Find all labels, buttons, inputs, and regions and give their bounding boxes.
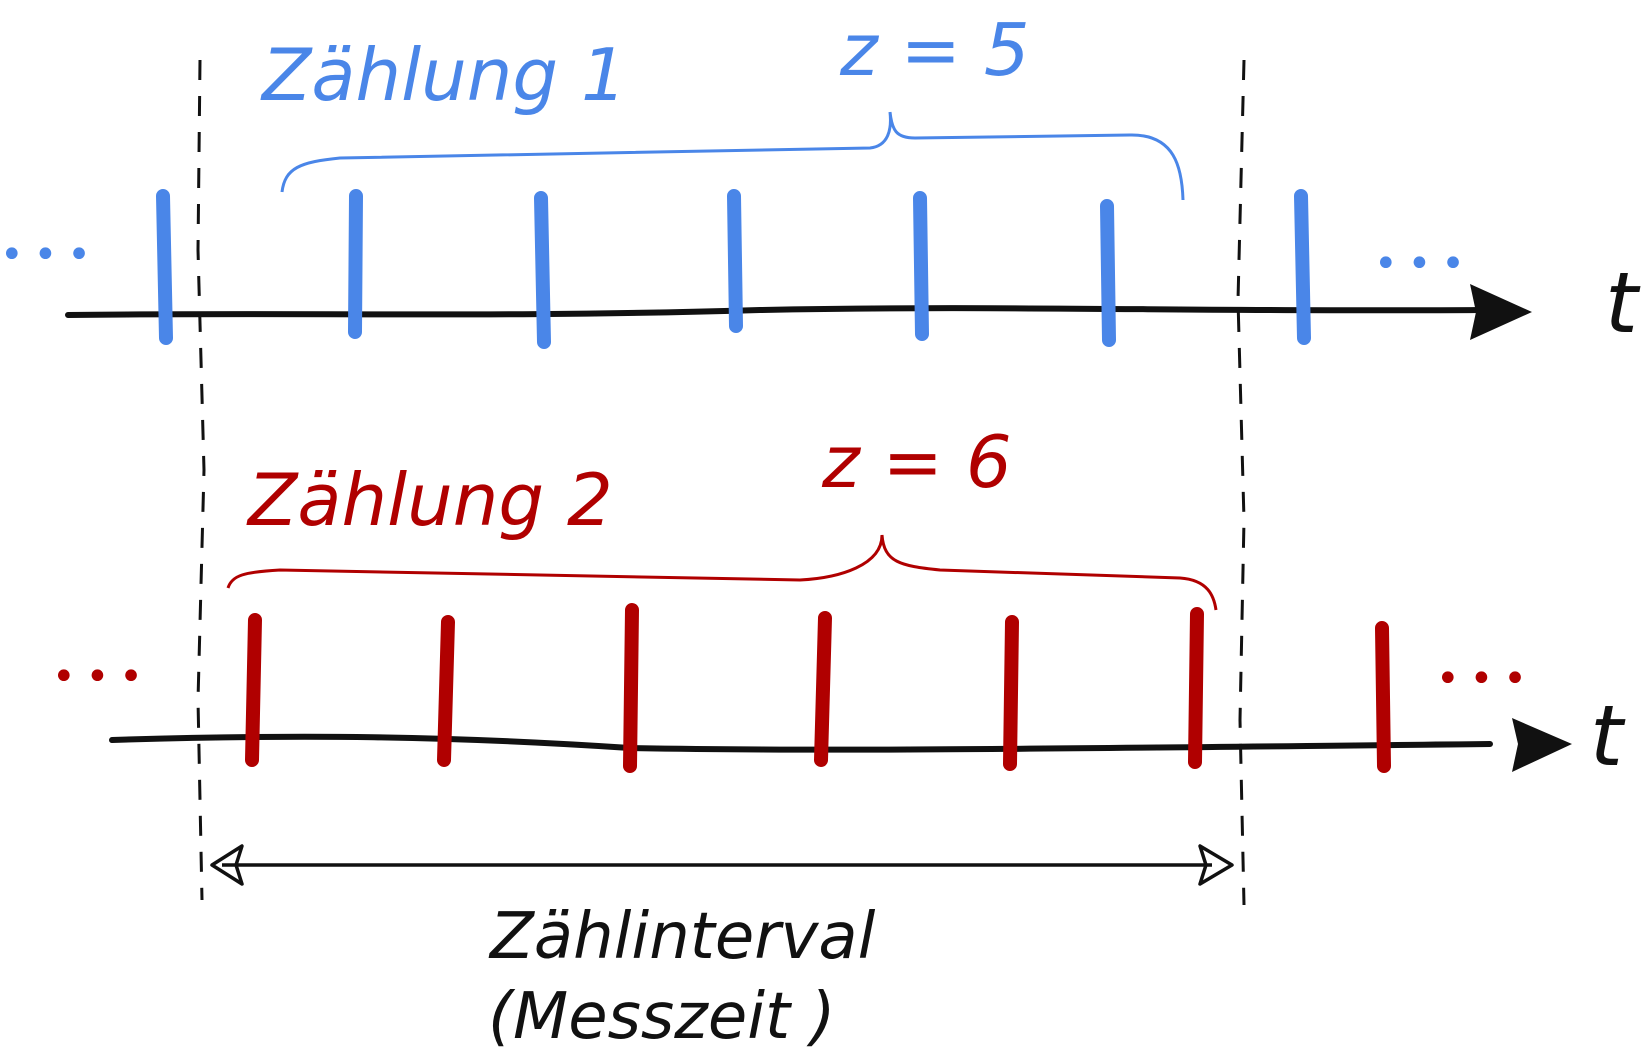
- row1-ellipsis-right: •••: [1374, 241, 1475, 287]
- row2-pulse: [437, 615, 455, 767]
- row1-label: Zählung 1: [260, 33, 627, 117]
- row2-ellipsis-left: •••: [52, 654, 153, 700]
- row1-pulse: [913, 191, 929, 341]
- row1-axis-arrowhead: [1470, 284, 1532, 340]
- row2-pulse: [1003, 615, 1019, 771]
- row2-pulse: [245, 613, 262, 767]
- row1-pulse: [348, 189, 363, 339]
- row2-pulse: [1188, 607, 1204, 769]
- row1-pulse: [727, 189, 743, 333]
- row2-count-label: z = 6: [821, 420, 1012, 504]
- interval-sublabel: (Messzeit ): [488, 980, 835, 1054]
- row1-time-axis: [65, 305, 1483, 318]
- row2-pulse: [1375, 621, 1391, 773]
- row1-brace: [280, 111, 1185, 201]
- row1-pulses: [156, 189, 1311, 349]
- row2-pulse: [623, 603, 639, 773]
- row1-count-label: z = 5: [839, 8, 1030, 92]
- interval-boundary-right: [1236, 59, 1246, 906]
- row2-ellipsis-right: •••: [1436, 656, 1537, 702]
- row2-time-axis: [109, 733, 1493, 753]
- row2-axis-arrowhead: [1512, 718, 1572, 772]
- row1-pulse: [1100, 199, 1116, 347]
- row1-pulse: [534, 191, 551, 349]
- interval-arrowhead-right: [1198, 844, 1234, 886]
- row2-label: Zählung 2: [246, 458, 613, 542]
- interval-boundary-left: [196, 59, 206, 901]
- interval-arrowhead-left: [210, 844, 244, 886]
- interval-label: Zählinterval: [488, 900, 876, 974]
- row1-ellipsis-left: •••: [0, 232, 101, 278]
- row2-pulse: [814, 611, 832, 767]
- row1-pulse: [156, 189, 173, 345]
- row2-brace: [226, 534, 1218, 611]
- row1-axis-label: t: [1605, 254, 1641, 352]
- row2-pulses: [245, 603, 1391, 773]
- row1-pulse: [1294, 189, 1311, 345]
- row2-axis-label: t: [1590, 687, 1626, 785]
